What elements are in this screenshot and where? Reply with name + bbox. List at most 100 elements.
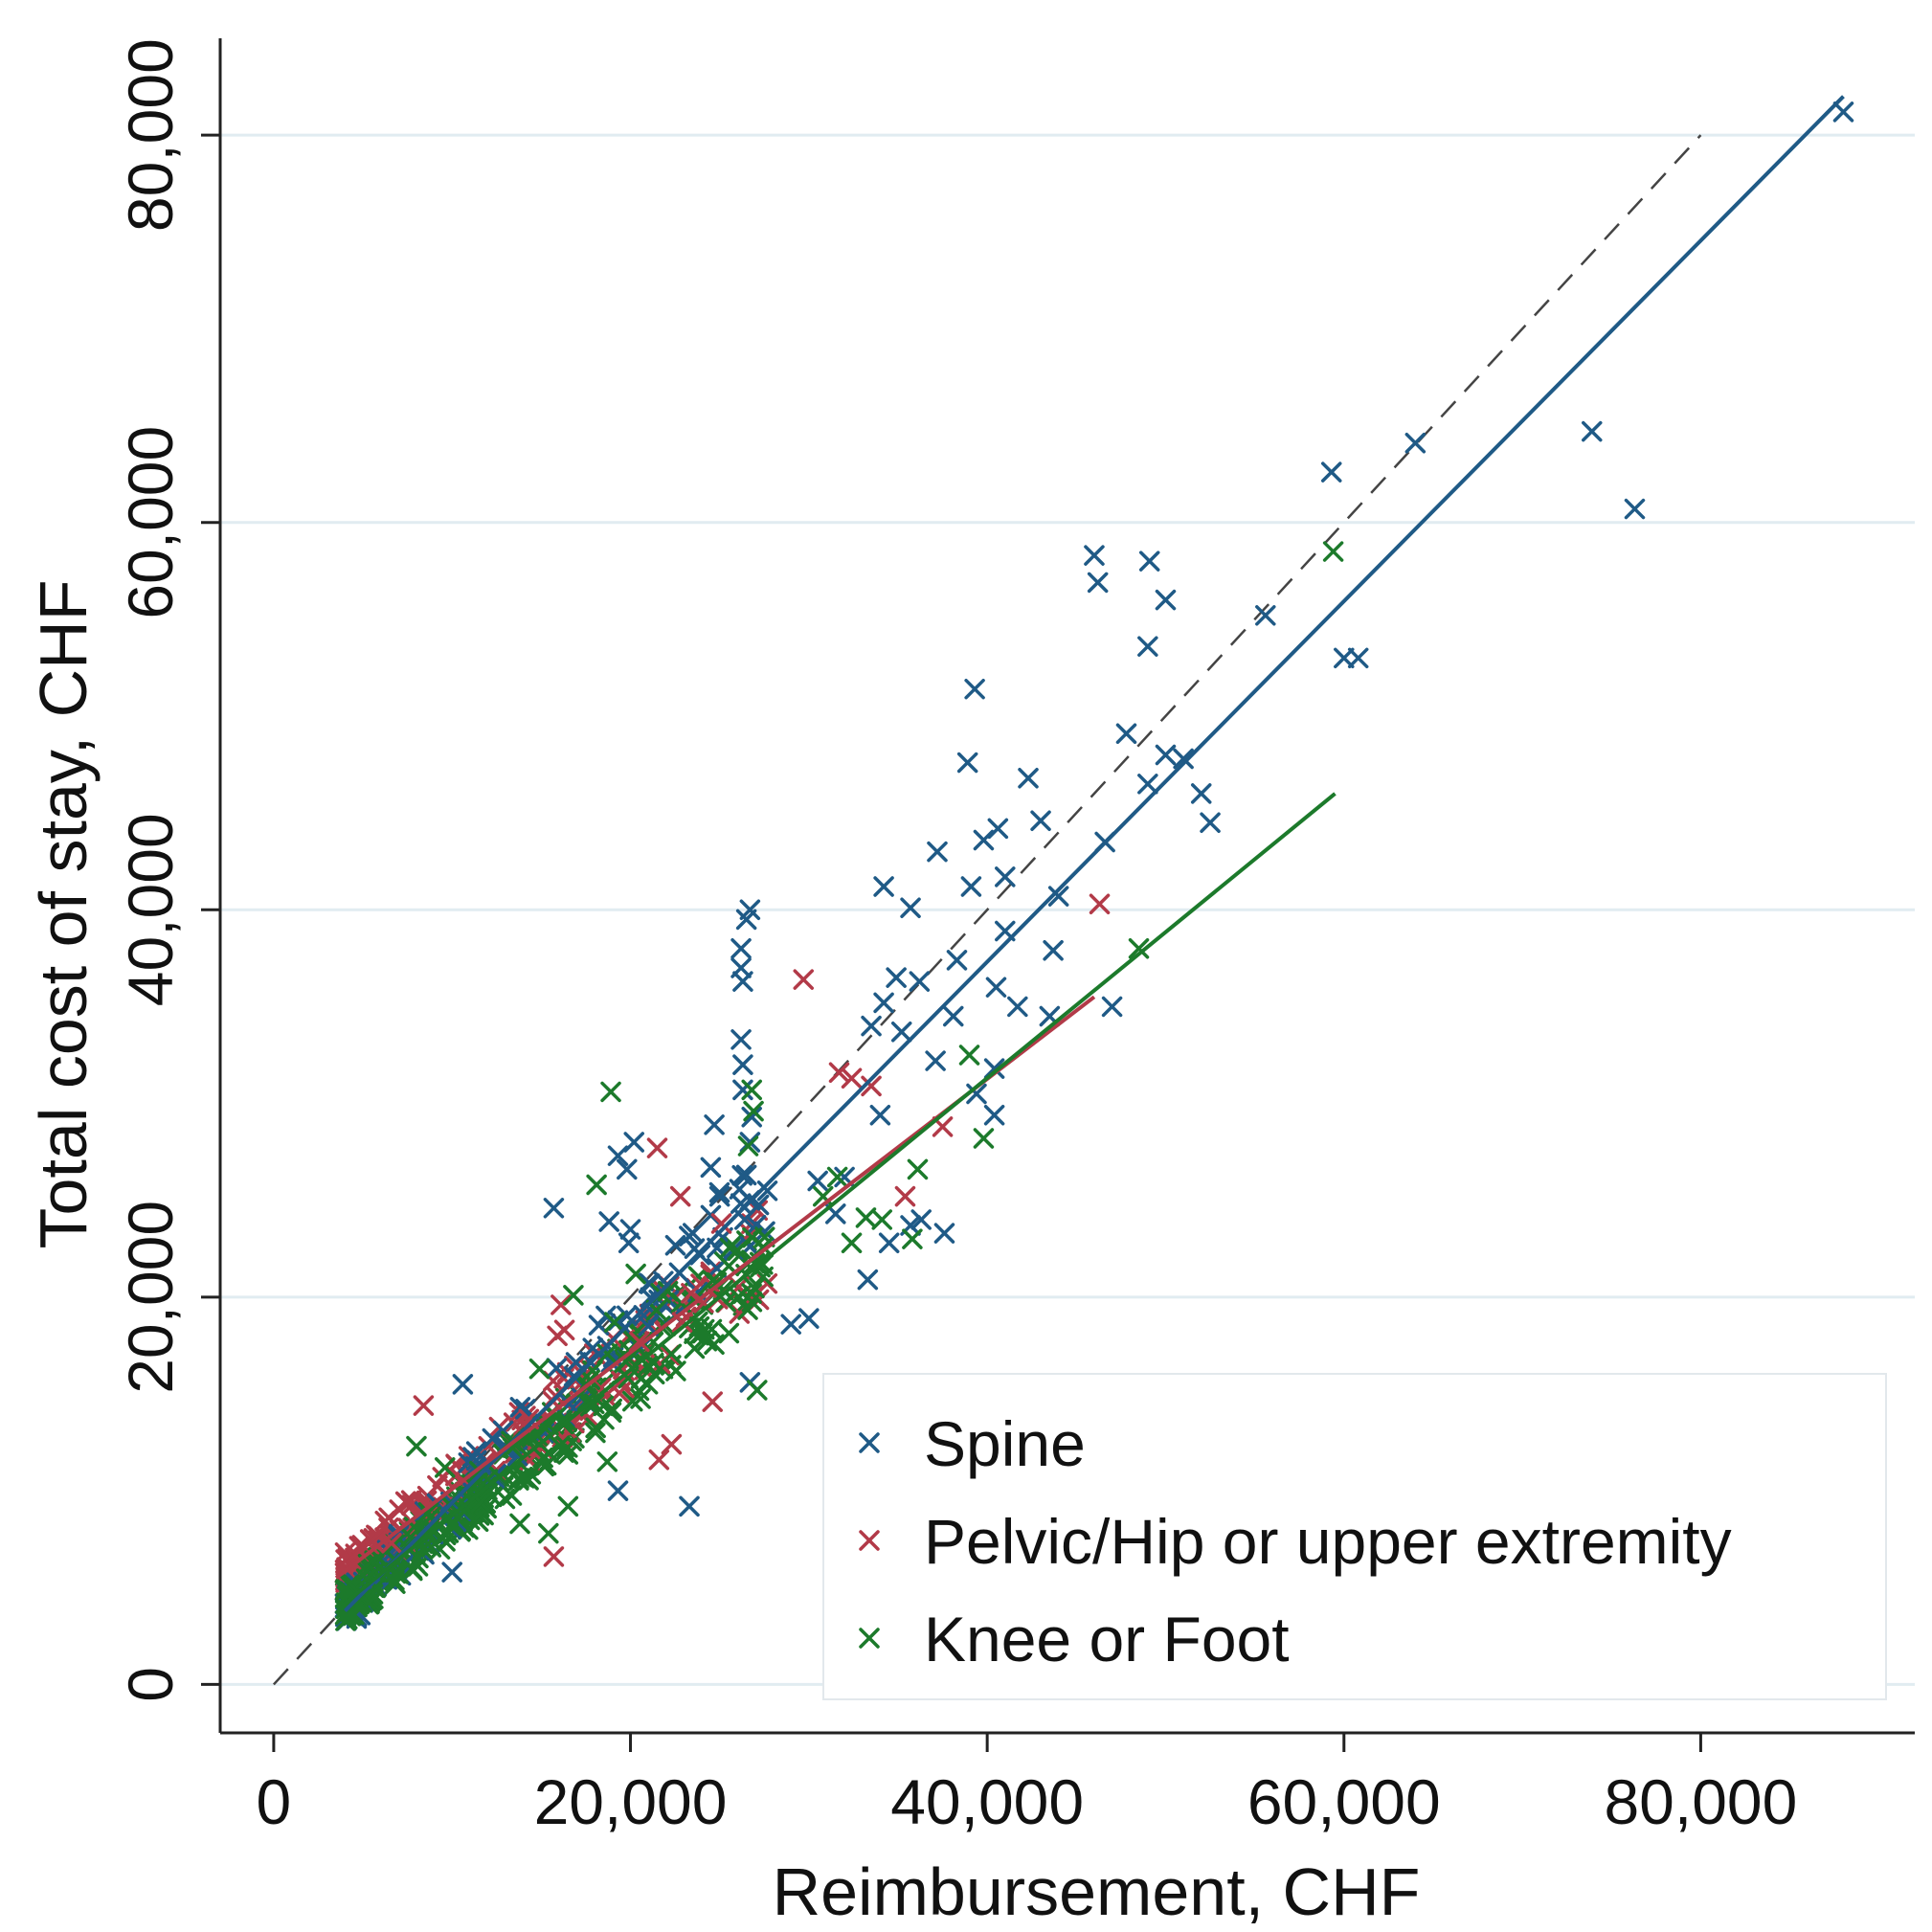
- data-point: [747, 1380, 768, 1401]
- data-point: [682, 1223, 704, 1244]
- data-point-cluster: [514, 1468, 535, 1489]
- data-point: [646, 1137, 668, 1158]
- data-point: [987, 818, 1009, 840]
- data-point: [681, 1283, 702, 1304]
- legend-marker: [859, 1432, 880, 1453]
- data-point: [1322, 541, 1344, 562]
- data-point: [735, 909, 757, 931]
- data-point: [861, 1075, 882, 1097]
- data-point: [1138, 550, 1160, 572]
- data-point: [973, 829, 995, 851]
- data-point-cluster: [471, 1487, 493, 1508]
- data-point-cluster: [718, 1322, 740, 1344]
- data-point: [563, 1285, 584, 1306]
- data-point: [793, 969, 815, 990]
- data-point: [869, 1104, 891, 1126]
- data-point: [973, 1128, 995, 1149]
- data-point: [956, 752, 978, 774]
- data-point-cluster: [753, 1266, 774, 1288]
- data-point: [737, 1135, 759, 1157]
- data-point: [841, 1232, 863, 1253]
- data-point: [1320, 461, 1342, 483]
- data-point: [1347, 647, 1369, 669]
- data-point: [550, 1294, 572, 1315]
- x-tick-label: 20,000: [534, 1766, 728, 1837]
- data-point: [679, 1495, 700, 1517]
- data-point: [413, 1395, 435, 1416]
- data-point: [618, 1232, 640, 1253]
- data-point-cluster: [585, 1417, 606, 1439]
- data-point: [861, 1015, 882, 1037]
- data-point-cluster: [384, 1569, 405, 1591]
- data-point-cluster: [458, 1452, 480, 1473]
- data-point-cluster: [689, 1245, 711, 1266]
- data-point: [617, 1158, 638, 1180]
- data-point: [995, 866, 1016, 887]
- data-point-cluster: [618, 1367, 639, 1389]
- x-tick-label: 80,000: [1604, 1766, 1797, 1837]
- data-point: [907, 1158, 929, 1180]
- data-point: [958, 1045, 980, 1066]
- data-point-cluster: [465, 1441, 487, 1462]
- data-point: [509, 1513, 530, 1535]
- data-point-cluster: [665, 1360, 686, 1382]
- data-point: [1047, 886, 1069, 907]
- data-point-cluster: [756, 1180, 778, 1202]
- data-point: [1624, 498, 1646, 520]
- data-point: [966, 1083, 987, 1105]
- data-point-cluster: [706, 1271, 728, 1293]
- data-point: [528, 1358, 550, 1380]
- data-point: [600, 1081, 621, 1103]
- data-point: [1030, 810, 1051, 831]
- data-point-cluster: [637, 1374, 659, 1395]
- data-point: [943, 1005, 964, 1027]
- data-point: [547, 1325, 568, 1347]
- data-point-cluster: [389, 1499, 411, 1520]
- data-point-cluster: [508, 1470, 529, 1491]
- y-tick-label: 80,000: [115, 38, 186, 232]
- data-point-cluster: [546, 1358, 568, 1379]
- legend-label: Spine: [924, 1408, 1086, 1479]
- data-point-cluster: [401, 1559, 423, 1580]
- data-point: [1084, 545, 1105, 566]
- data-point: [741, 1079, 762, 1101]
- data-point: [807, 1170, 828, 1192]
- data-point-cluster: [664, 1235, 686, 1256]
- data-point: [1255, 605, 1276, 626]
- data-point: [983, 1104, 1005, 1126]
- data-point-cluster: [728, 1286, 749, 1308]
- data-point: [741, 1106, 762, 1128]
- data-point: [1404, 433, 1427, 454]
- data-point: [886, 967, 907, 988]
- data-point: [735, 1164, 757, 1186]
- data-point: [708, 1185, 730, 1207]
- data-point: [381, 1533, 402, 1554]
- data-point-cluster: [622, 1390, 643, 1412]
- data-point: [648, 1449, 670, 1471]
- data-point: [1832, 101, 1854, 123]
- data-point: [927, 841, 948, 863]
- data-point: [625, 1263, 646, 1285]
- axis-ticks: 0 20,000 40,000 60,000 80,000 0 20,000 40,000 60…: [115, 38, 1797, 1837]
- x-tick-label: 0: [257, 1766, 292, 1837]
- data-point: [1173, 748, 1194, 770]
- legend: Spine Pelvic/Hip or upper extremity Knee o…: [822, 1373, 1887, 1700]
- legend-marker: [859, 1628, 880, 1649]
- data-point: [657, 1281, 679, 1302]
- data-point: [629, 1331, 650, 1353]
- x-tick-label: 40,000: [890, 1766, 1084, 1837]
- data-point: [732, 971, 753, 992]
- data-point: [661, 1433, 683, 1455]
- data-point: [732, 1054, 753, 1075]
- data-point: [1043, 940, 1064, 961]
- data-point: [841, 1067, 863, 1090]
- data-point-cluster: [596, 1343, 618, 1365]
- y-tick-label: 0: [115, 1667, 186, 1702]
- data-point: [598, 1211, 619, 1232]
- legend-marker: [859, 1530, 880, 1551]
- data-point: [732, 1079, 753, 1101]
- data-point-cluster: [745, 1214, 767, 1236]
- data-point: [596, 1451, 618, 1472]
- data-point: [727, 1240, 749, 1262]
- data-point: [1582, 420, 1603, 442]
